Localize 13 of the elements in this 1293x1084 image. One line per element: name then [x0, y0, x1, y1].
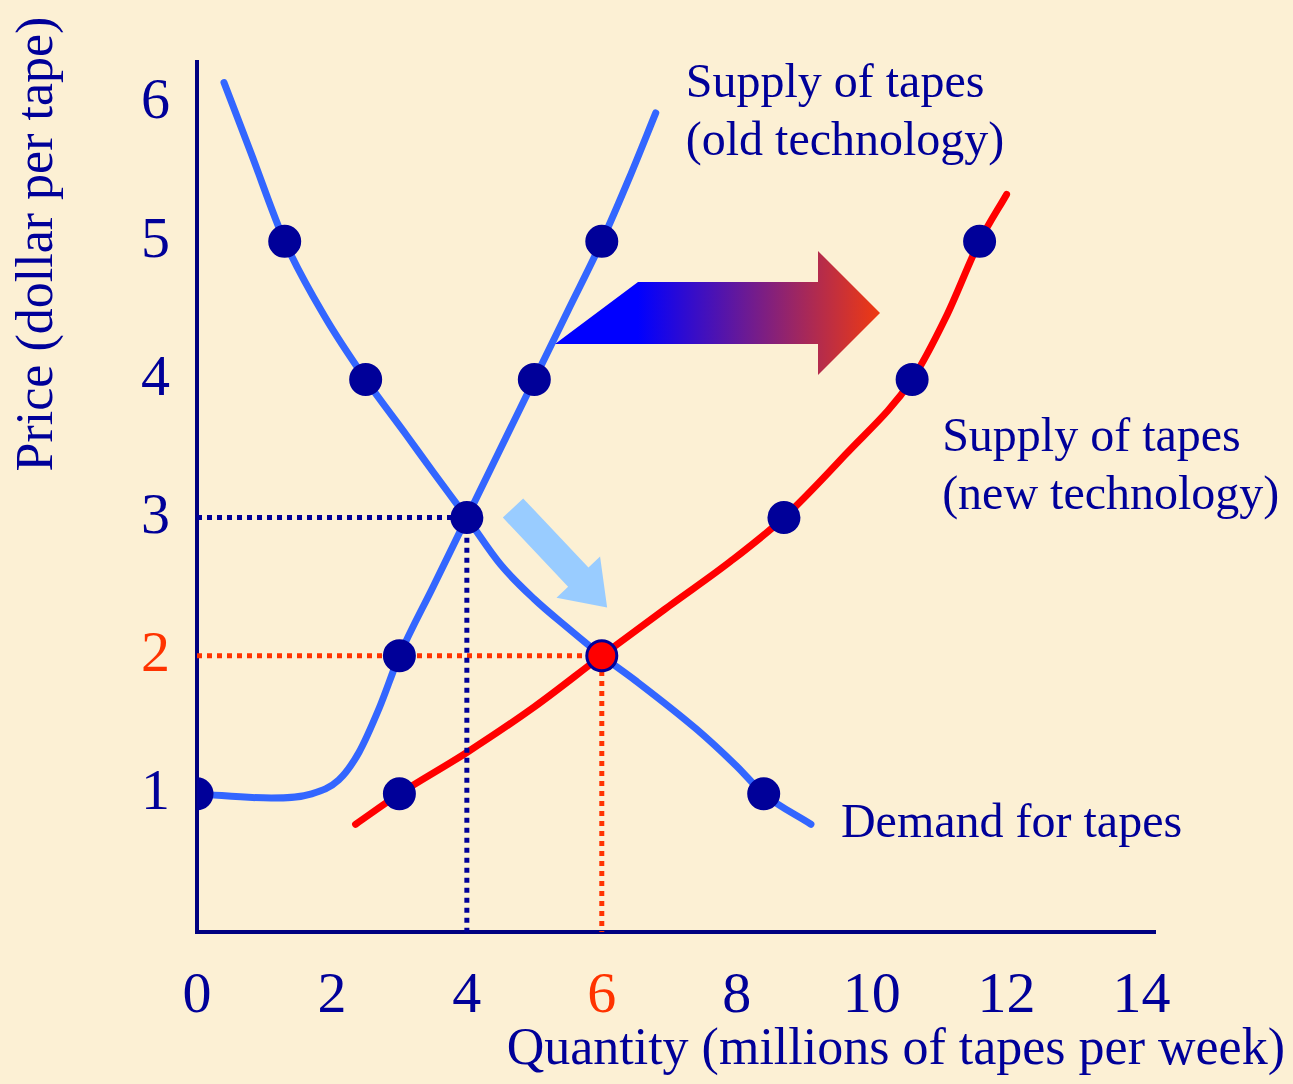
series-label: Supply of tapes (old technology)	[685, 53, 1005, 166]
y-tick-label: 5	[141, 204, 170, 270]
y-tick-label: 6	[141, 66, 170, 132]
x-tick-label: 2	[317, 960, 347, 1026]
y-tick-label: 3	[141, 480, 170, 546]
x-tick-label: 0	[182, 960, 212, 1026]
y-axis-title: Price (dollar per tape)	[5, 16, 64, 472]
x-tick-label: 4	[452, 960, 482, 1026]
y-tick-label: 2	[141, 618, 170, 684]
y-tick-label: 4	[141, 342, 170, 408]
series-label: Supply of tapes (new technology)	[942, 408, 1280, 521]
y-tick-label: 1	[141, 757, 170, 823]
series-label: Demand for tapes	[840, 793, 1183, 847]
